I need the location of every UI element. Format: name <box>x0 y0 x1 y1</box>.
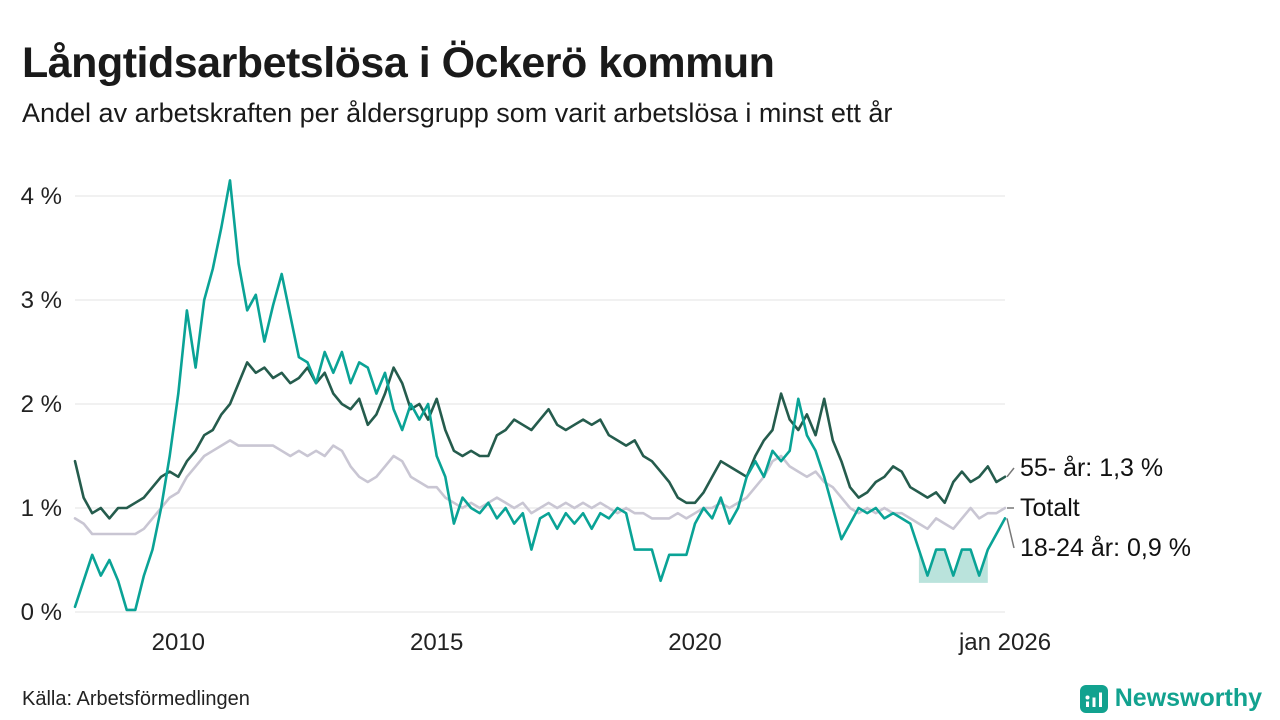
y-tick-label: 2 % <box>21 391 62 418</box>
chart-subtitle: Andel av arbetskraften per åldersgrupp s… <box>22 98 893 128</box>
page-title: Långtidsarbetslösa i Öckerö kommun <box>22 38 775 87</box>
series-end-label-55: 55- år: 1,3 % <box>1020 454 1164 482</box>
series-end-label-18-24: 18-24 år: 0,9 % <box>1020 534 1191 562</box>
uncertainty-band <box>918 549 988 583</box>
y-tick-label: 0 % <box>21 599 62 626</box>
line-chart: 0 % 1 % 2 % 3 % 4 % 2010 2015 2020 jan 2026 <box>21 179 1051 656</box>
y-tick-label: 4 % <box>21 183 62 210</box>
series-line-55 <box>73 361 1007 520</box>
label-connector <box>1006 467 1015 478</box>
newsworthy-logo: Newsworthy <box>1079 684 1262 713</box>
series-line-18-24 <box>73 179 1007 612</box>
x-tick-label: 2015 <box>410 629 463 656</box>
newsworthy-logo-icon <box>1079 684 1108 713</box>
x-tick-label: 2010 <box>152 629 205 656</box>
y-tick-label: 3 % <box>21 287 62 314</box>
source-note: Källa: Arbetsförmedlingen <box>22 688 250 710</box>
newsworthy-logo-text: Newsworthy <box>1114 684 1262 712</box>
y-tick-label: 1 % <box>21 495 62 522</box>
series-line-totalt <box>73 439 1007 536</box>
series-end-label-totalt: Totalt <box>1020 494 1080 522</box>
x-tick-label: jan 2026 <box>958 629 1051 656</box>
x-tick-label: 2020 <box>668 629 721 656</box>
label-connector <box>1006 518 1015 549</box>
